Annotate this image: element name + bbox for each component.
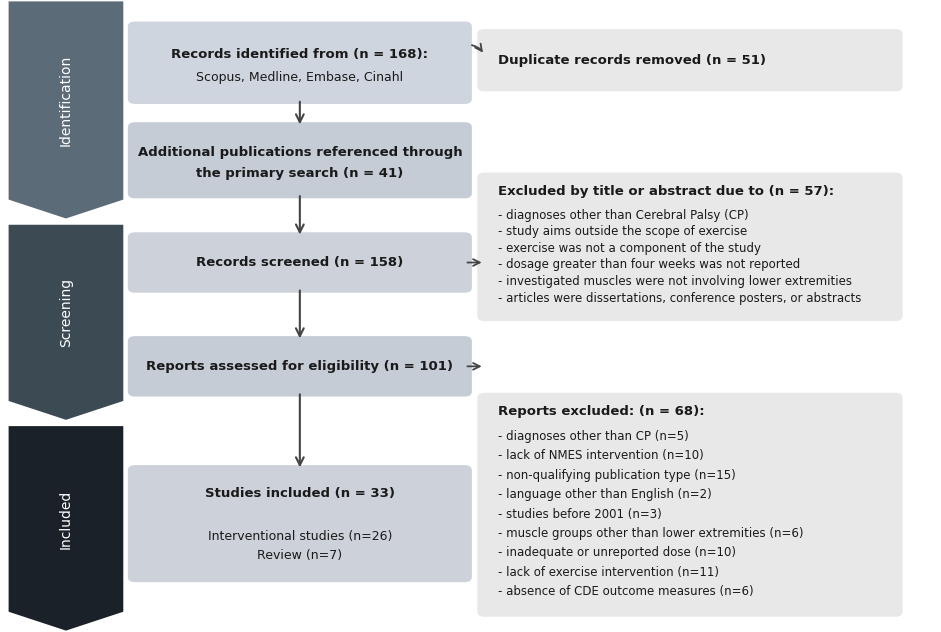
Text: Records identified from (n = 168):: Records identified from (n = 168): bbox=[171, 47, 428, 61]
Text: - investigated muscles were not involving lower extremities: - investigated muscles were not involvin… bbox=[498, 275, 852, 288]
Text: Reports excluded: (n = 68):: Reports excluded: (n = 68): bbox=[498, 405, 705, 418]
Text: - inadequate or unreported dose (n=10): - inadequate or unreported dose (n=10) bbox=[498, 547, 736, 559]
FancyBboxPatch shape bbox=[477, 29, 902, 92]
Polygon shape bbox=[8, 426, 123, 631]
Text: Review (n=7): Review (n=7) bbox=[257, 549, 343, 562]
Polygon shape bbox=[8, 1, 123, 219]
Text: - language other than English (n=2): - language other than English (n=2) bbox=[498, 488, 711, 501]
Text: Included: Included bbox=[59, 489, 73, 549]
Text: - diagnoses other than CP (n=5): - diagnoses other than CP (n=5) bbox=[498, 430, 689, 443]
Text: Additional publications referenced through: Additional publications referenced throu… bbox=[137, 146, 462, 159]
Text: - articles were dissertations, conference posters, or abstracts: - articles were dissertations, conferenc… bbox=[498, 291, 861, 305]
Polygon shape bbox=[8, 225, 123, 420]
Text: - lack of exercise intervention (n=11): - lack of exercise intervention (n=11) bbox=[498, 566, 719, 579]
Text: Interventional studies (n=26): Interventional studies (n=26) bbox=[208, 530, 392, 543]
Text: the primary search (n = 41): the primary search (n = 41) bbox=[197, 167, 404, 180]
Text: Scopus, Medline, Embase, Cinahl: Scopus, Medline, Embase, Cinahl bbox=[197, 71, 404, 83]
Text: - study aims outside the scope of exercise: - study aims outside the scope of exerci… bbox=[498, 226, 747, 238]
FancyBboxPatch shape bbox=[128, 233, 471, 293]
FancyBboxPatch shape bbox=[477, 392, 902, 617]
Text: - diagnoses other than Cerebral Palsy (CP): - diagnoses other than Cerebral Palsy (C… bbox=[498, 209, 749, 222]
Text: - lack of NMES intervention (n=10): - lack of NMES intervention (n=10) bbox=[498, 449, 704, 462]
Text: Excluded by title or abstract due to (n = 57):: Excluded by title or abstract due to (n … bbox=[498, 185, 834, 198]
Text: - studies before 2001 (n=3): - studies before 2001 (n=3) bbox=[498, 507, 662, 521]
FancyBboxPatch shape bbox=[477, 173, 902, 321]
FancyBboxPatch shape bbox=[128, 465, 471, 582]
Text: - non-qualifying publication type (n=15): - non-qualifying publication type (n=15) bbox=[498, 469, 736, 482]
Text: - dosage greater than four weeks was not reported: - dosage greater than four weeks was not… bbox=[498, 258, 800, 272]
FancyBboxPatch shape bbox=[128, 122, 471, 198]
FancyBboxPatch shape bbox=[128, 21, 471, 104]
Text: Records screened (n = 158): Records screened (n = 158) bbox=[197, 256, 404, 269]
Text: Duplicate records removed (n = 51): Duplicate records removed (n = 51) bbox=[498, 54, 766, 67]
Text: Reports assessed for eligibility (n = 101): Reports assessed for eligibility (n = 10… bbox=[147, 360, 454, 373]
Text: - exercise was not a component of the study: - exercise was not a component of the st… bbox=[498, 242, 761, 255]
Text: Screening: Screening bbox=[59, 278, 73, 348]
Text: Identification: Identification bbox=[59, 55, 73, 146]
FancyBboxPatch shape bbox=[128, 336, 471, 396]
Text: - muscle groups other than lower extremities (n=6): - muscle groups other than lower extremi… bbox=[498, 527, 804, 540]
Text: - absence of CDE outcome measures (n=6): - absence of CDE outcome measures (n=6) bbox=[498, 585, 754, 599]
Text: Studies included (n = 33): Studies included (n = 33) bbox=[205, 487, 395, 500]
